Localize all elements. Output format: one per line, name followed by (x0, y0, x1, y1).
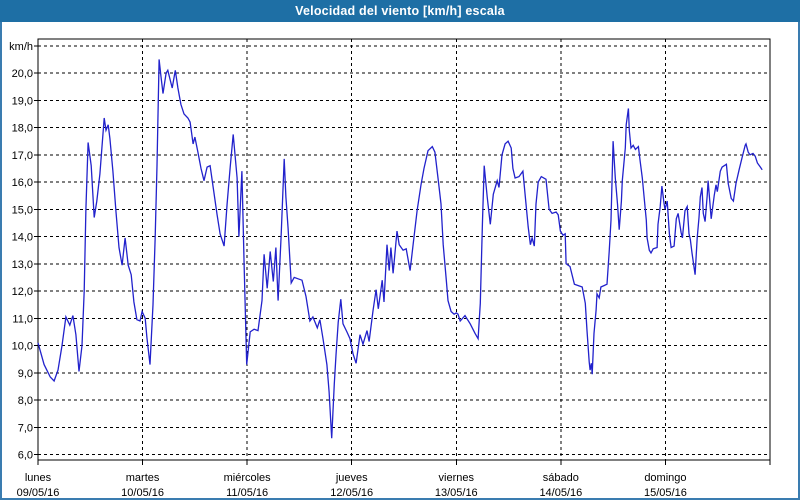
x-date-label: 10/05/16 (121, 487, 164, 499)
wind-speed-series (37, 59, 763, 439)
x-day-label: lunes (25, 472, 52, 484)
y-tick-label: 10,0 (12, 341, 33, 353)
y-tick-label: 7,0 (18, 422, 33, 434)
y-tick-label: 6,0 (18, 450, 33, 462)
y-tick-label: 18,0 (12, 123, 33, 135)
y-tick-label: 8,0 (18, 395, 33, 407)
window-title: Velocidad del viento [km/h] escala (295, 4, 505, 18)
y-tick-label: 11,0 (12, 313, 33, 325)
x-day-label: sábado (543, 472, 579, 484)
y-tick-label: 12,0 (12, 286, 33, 298)
x-date-label: 15/05/16 (644, 487, 687, 499)
x-date-label: 09/05/16 (17, 487, 60, 499)
x-date-label: 13/05/16 (435, 487, 478, 499)
y-tick-label: 20,0 (12, 68, 33, 80)
x-date-label: 11/05/16 (226, 487, 268, 499)
y-tick-label: 14,0 (12, 232, 33, 244)
x-day-label: viernes (439, 472, 475, 484)
x-date-label: 14/05/16 (539, 487, 582, 499)
x-date-label: 12/05/16 (330, 487, 373, 499)
x-day-label: domingo (644, 472, 686, 484)
y-tick-label: 15,0 (12, 204, 33, 216)
y-tick-label: 9,0 (18, 368, 33, 380)
y-tick-label: 19,0 (12, 95, 33, 107)
title-bar: Velocidad del viento [km/h] escala (0, 0, 800, 22)
y-axis-unit-label: km/h (9, 41, 33, 53)
y-tick-label: 17,0 (12, 150, 33, 162)
plot-border (37, 38, 771, 461)
y-tick-label: 13,0 (12, 259, 33, 271)
x-day-label: martes (126, 472, 160, 484)
x-day-label: miércoles (224, 472, 272, 484)
y-tick-label: 16,0 (12, 177, 33, 189)
x-day-label: jueves (335, 472, 368, 484)
